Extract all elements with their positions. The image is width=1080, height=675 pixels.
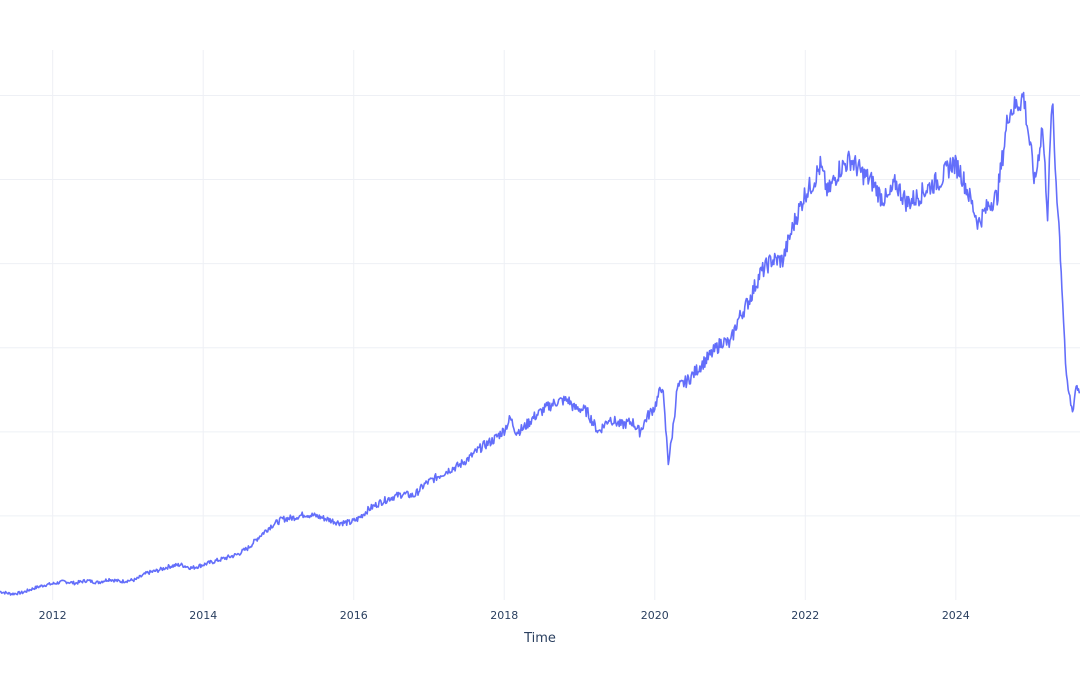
x-tick-label: 2018 (490, 609, 518, 622)
x-tick-label: 2022 (791, 609, 819, 622)
x-tick-label: 2024 (942, 609, 970, 622)
x-axis-title: Time (523, 631, 556, 646)
x-tick-label: 2020 (641, 609, 669, 622)
x-axis-ticks: 2012 2014 2016 2018 2020 2022 2024 (39, 609, 970, 622)
series-line-0 (0, 91, 1080, 596)
x-tick-label: 2016 (340, 609, 368, 622)
series-layer (0, 91, 1080, 596)
x-tick-label: 2014 (189, 609, 217, 622)
grid (0, 50, 1080, 600)
x-tick-label: 2012 (39, 609, 67, 622)
